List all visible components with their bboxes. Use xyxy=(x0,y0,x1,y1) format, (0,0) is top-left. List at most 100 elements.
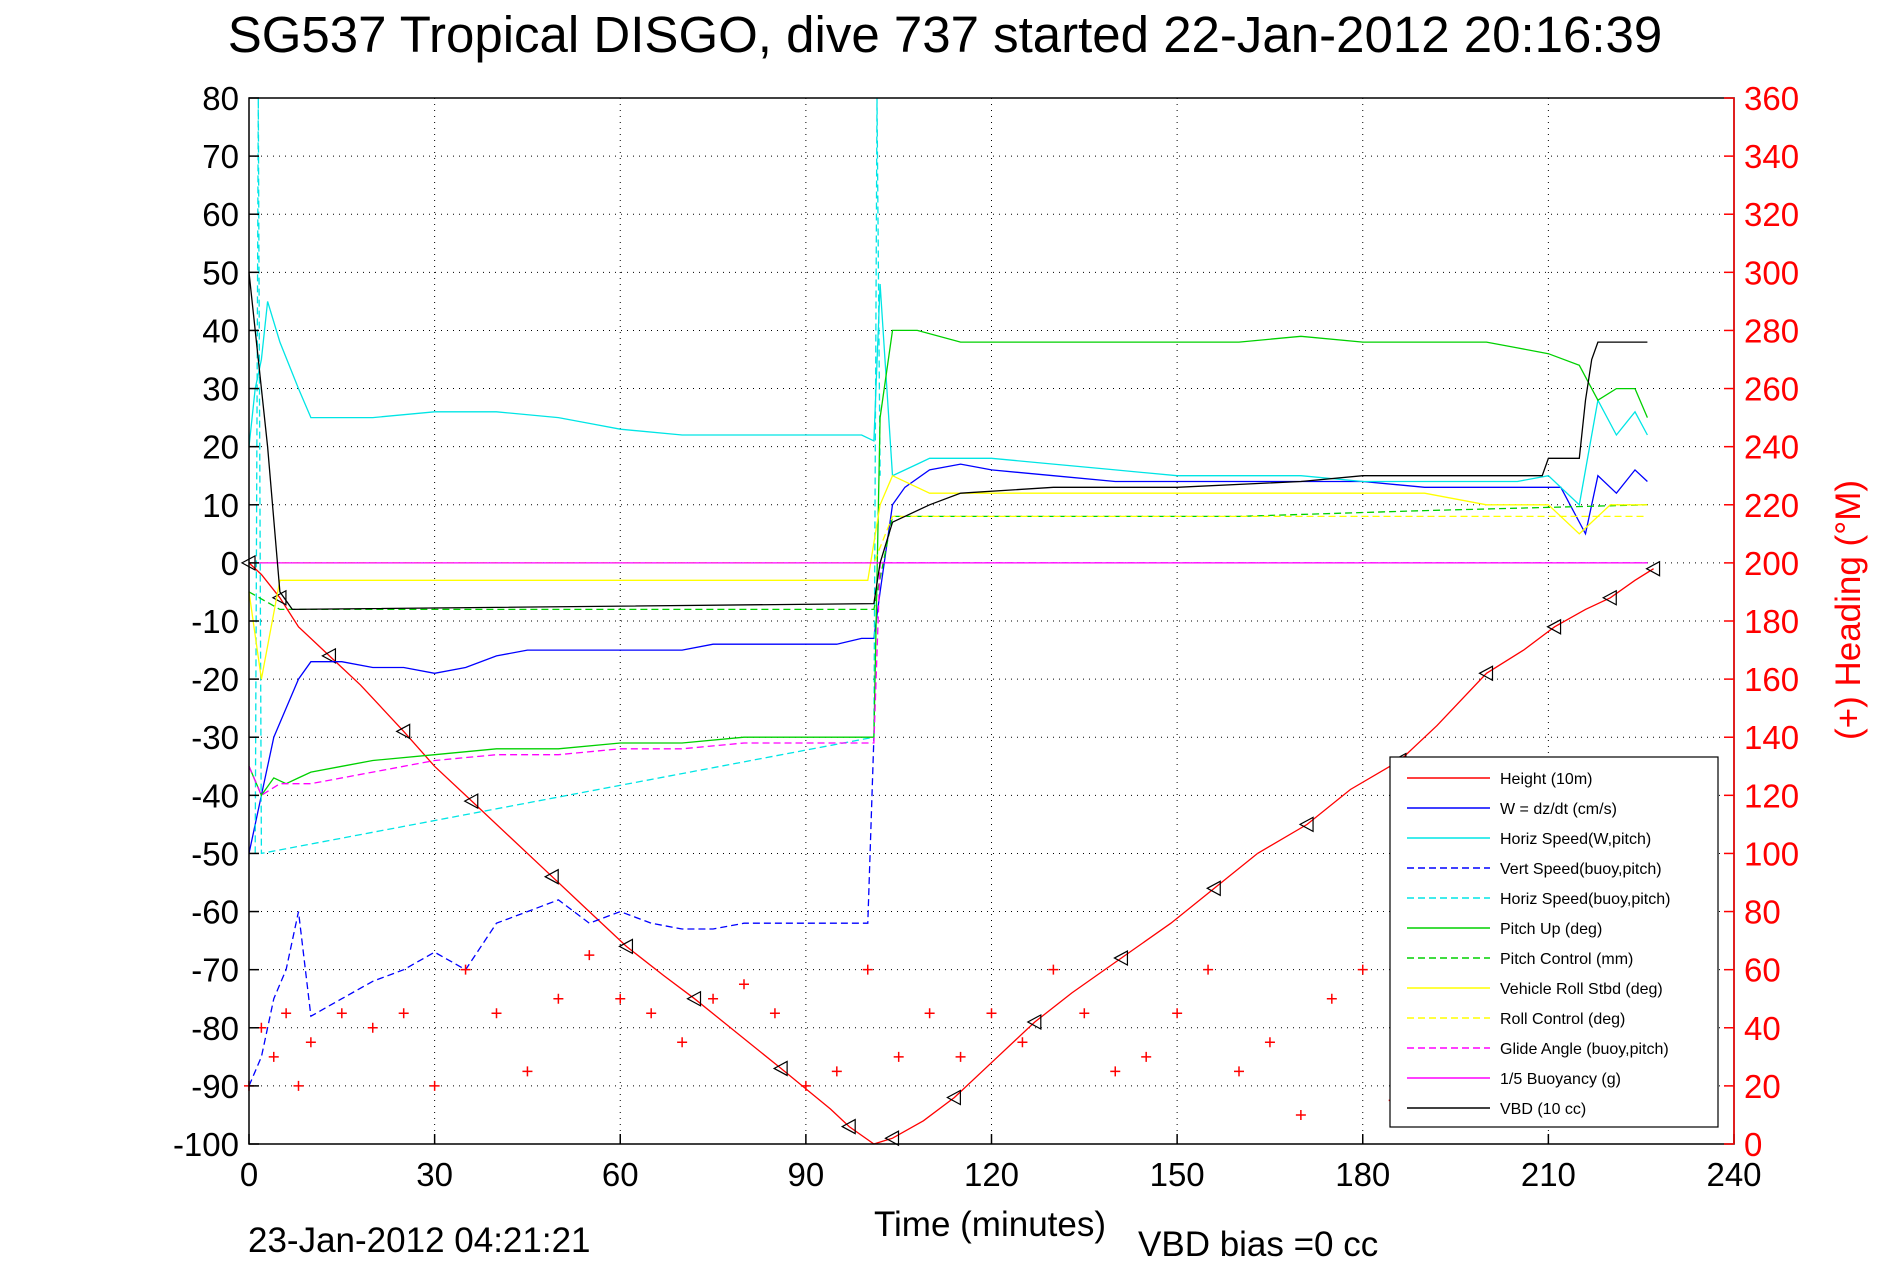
heading-point xyxy=(739,979,749,990)
heading-point xyxy=(924,1008,935,1019)
right-axis-label: (+) Heading (°M) xyxy=(1829,480,1868,740)
legend-label: Vert Speed(buoy,pitch) xyxy=(1500,861,1662,878)
heading-point xyxy=(522,1066,533,1077)
depth-marker xyxy=(1645,560,1661,577)
x-axis-ticks: 0 30 60 90 120 150 180 210 240 xyxy=(240,1134,1762,1193)
depth-marker xyxy=(271,589,287,606)
depth-marker xyxy=(1113,950,1129,967)
heading-point xyxy=(1172,1008,1183,1019)
legend-frame xyxy=(1389,756,1719,1128)
left-tick-label: -50 xyxy=(191,835,239,872)
heading-point xyxy=(305,1037,316,1048)
series-height-10m xyxy=(248,562,1654,1145)
depth-marker xyxy=(618,938,634,955)
heading-point xyxy=(708,993,719,1004)
right-tick-label: 360 xyxy=(1744,80,1799,117)
right-tick-label: 200 xyxy=(1744,545,1799,582)
heading-point xyxy=(336,1008,347,1019)
heading-point xyxy=(1234,1066,1244,1077)
heading-point xyxy=(893,1051,904,1062)
depth-marker xyxy=(1026,1013,1042,1030)
left-tick-label: -70 xyxy=(191,952,239,989)
right-tick-label: 140 xyxy=(1744,719,1799,756)
heading-point xyxy=(862,964,873,975)
depth-marker xyxy=(840,1118,856,1135)
right-tick-label: 20 xyxy=(1744,1068,1781,1105)
heading-point xyxy=(1110,1066,1121,1077)
depth-marker xyxy=(1205,880,1221,897)
right-tick-label: 80 xyxy=(1744,894,1781,931)
grid xyxy=(249,98,1734,1144)
series-pitch-up-deg xyxy=(248,329,1648,797)
heading-point xyxy=(1357,964,1368,975)
heading-point xyxy=(1326,993,1337,1004)
x-tick-label: 240 xyxy=(1706,1156,1761,1193)
series-horiz-speed-buoy-pitch xyxy=(254,97,881,855)
heading-point xyxy=(1264,1037,1275,1048)
heading-point xyxy=(281,1008,292,1019)
vbd-bias-label: VBD bias =0 cc xyxy=(1138,1225,1378,1262)
left-tick-label: -40 xyxy=(191,777,239,814)
left-tick-label: 50 xyxy=(202,254,239,291)
heading-point xyxy=(831,1066,842,1077)
heading-point xyxy=(1295,1109,1306,1120)
right-tick-label: 40 xyxy=(1744,1010,1781,1047)
right-tick-label: 180 xyxy=(1744,603,1799,640)
heading-point xyxy=(677,1037,688,1048)
legend: Height (10m) W = dz/dt (cm/s) Horiz Speed(… xyxy=(1389,756,1719,1128)
heading-point xyxy=(491,1008,502,1019)
left-tick-label: -20 xyxy=(191,661,239,698)
right-tick-label: 160 xyxy=(1744,661,1799,698)
legend-label: Horiz Speed(buoy,pitch) xyxy=(1500,891,1670,908)
x-tick-label: 60 xyxy=(602,1156,639,1193)
heading-point xyxy=(1048,964,1059,975)
heading-point xyxy=(398,1008,409,1019)
left-tick-label: -60 xyxy=(191,894,239,931)
end-time-label: 23-Jan-2012 04:21:21 xyxy=(248,1221,591,1260)
heading-point xyxy=(615,993,626,1004)
depth-marker xyxy=(1298,816,1314,833)
heading-point xyxy=(1203,964,1214,975)
left-tick-label: 40 xyxy=(202,312,239,349)
chart-title: SG537 Tropical DISGO, dive 737 started 2… xyxy=(228,6,1663,63)
right-tick-label: 0 xyxy=(1744,1126,1762,1163)
x-tick-label: 150 xyxy=(1150,1156,1205,1193)
x-axis-label: Time (minutes) xyxy=(874,1205,1106,1244)
right-tick-label: 240 xyxy=(1744,429,1799,466)
x-tick-label: 120 xyxy=(964,1156,1019,1193)
depth-marker xyxy=(772,1060,788,1077)
legend-label: 1/5 Buoyancy (g) xyxy=(1500,1071,1621,1088)
depth-marker xyxy=(1546,618,1562,635)
legend-label: W = dz/dt (cm/s) xyxy=(1500,801,1617,818)
x-tick-label: 90 xyxy=(788,1156,825,1193)
series-roll-control-deg xyxy=(249,515,1648,564)
right-tick-label: 300 xyxy=(1744,254,1799,291)
left-tick-label: 80 xyxy=(202,80,239,117)
right-axis-ticks: 3603403203002802602402202001801601401201… xyxy=(1724,80,1799,1163)
left-tick-label: 20 xyxy=(202,429,239,466)
left-tick-label: -90 xyxy=(191,1068,239,1105)
depth-marker xyxy=(1478,665,1494,682)
heading-point xyxy=(1017,1037,1028,1048)
x-tick-label: 30 xyxy=(416,1156,453,1193)
legend-label: VBD (10 cc) xyxy=(1500,1101,1586,1118)
left-tick-label: -80 xyxy=(191,1010,239,1047)
left-tick-label: -30 xyxy=(191,719,239,756)
right-tick-label: 340 xyxy=(1744,138,1799,175)
depth-marker xyxy=(946,1089,961,1106)
legend-label: Glide Angle (buoy,pitch) xyxy=(1500,1041,1669,1058)
heading-point xyxy=(293,1080,304,1091)
left-tick-label: 10 xyxy=(202,487,239,524)
heading-point xyxy=(553,993,564,1004)
heading-point xyxy=(367,1022,378,1033)
left-tick-label: 60 xyxy=(202,196,239,233)
depth-marker xyxy=(1601,589,1617,606)
legend-label: Pitch Control (mm) xyxy=(1500,951,1633,968)
depth-marker xyxy=(395,723,411,740)
heading-point xyxy=(584,950,595,961)
right-tick-label: 320 xyxy=(1744,196,1799,233)
heading-point xyxy=(429,1080,440,1091)
series-horiz-speed-w-pitch xyxy=(248,283,1648,507)
series-layer xyxy=(240,97,1661,1147)
